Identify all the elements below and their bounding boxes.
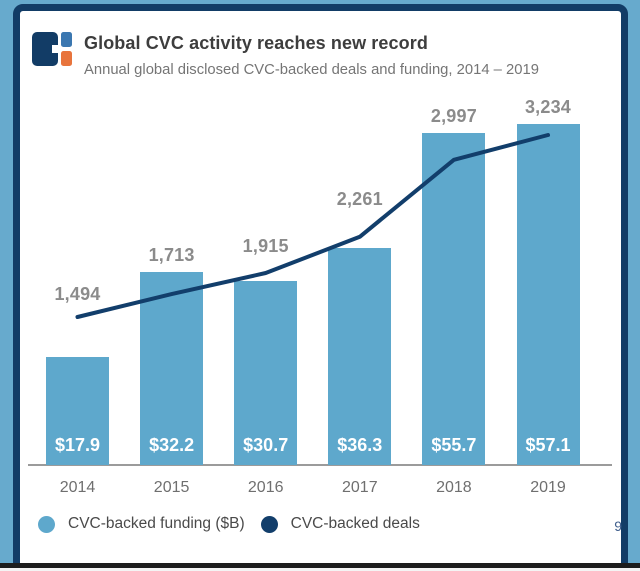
bar-value-label: $55.7 bbox=[431, 435, 477, 455]
window-bottom-edge bbox=[0, 563, 640, 568]
bar bbox=[422, 132, 486, 466]
deal-count-label: 1,713 bbox=[148, 245, 195, 266]
chart-legend: CVC-backed funding ($B) CVC-backed deals bbox=[38, 515, 436, 533]
bar bbox=[46, 357, 109, 466]
x-axis-label: 2015 bbox=[153, 479, 190, 496]
page-number: 9 bbox=[614, 518, 622, 534]
bar-value-label: $30.7 bbox=[243, 435, 289, 455]
deal-count-label: 3,234 bbox=[524, 97, 572, 118]
chart-title: Global CVC activity reaches new record bbox=[84, 33, 428, 53]
deals-legend-dot-icon bbox=[260, 515, 278, 533]
bar bbox=[140, 272, 204, 466]
x-axis-label: 2019 bbox=[530, 479, 566, 496]
x-axis-label: 2016 bbox=[247, 479, 284, 496]
x-axis-baseline bbox=[28, 463, 612, 466]
deal-count-label: 2,261 bbox=[336, 189, 383, 210]
cb-insights-logo-icon bbox=[32, 32, 72, 66]
logo-bottom-square bbox=[61, 51, 72, 66]
funding-legend-dot-icon bbox=[38, 515, 55, 533]
deals-legend-label: CVC-backed deals bbox=[290, 515, 420, 532]
logo-top-square bbox=[61, 32, 72, 47]
bar-value-label: $32.2 bbox=[149, 435, 195, 455]
bar bbox=[516, 124, 580, 466]
deal-count-label: 1,494 bbox=[54, 283, 101, 304]
bar-value-label: $57.1 bbox=[525, 435, 571, 455]
bar-value-label: $36.3 bbox=[337, 435, 383, 455]
bar bbox=[234, 281, 298, 466]
bar-value-label: $17.9 bbox=[54, 435, 101, 455]
logo-c-notch bbox=[52, 45, 58, 53]
deal-count-label: 1,915 bbox=[242, 236, 289, 257]
x-axis-label: 2014 bbox=[59, 479, 96, 496]
bar bbox=[328, 248, 392, 466]
funding-legend-label: CVC-backed funding ($B) bbox=[68, 515, 245, 532]
x-axis-label: 2017 bbox=[342, 479, 378, 496]
window-bottom-sliver bbox=[0, 568, 640, 571]
chart-subtitle: Annual global disclosed CVC-backed deals… bbox=[84, 62, 539, 78]
deal-count-label: 2,997 bbox=[430, 105, 477, 126]
x-axis-label: 2018 bbox=[436, 479, 472, 496]
